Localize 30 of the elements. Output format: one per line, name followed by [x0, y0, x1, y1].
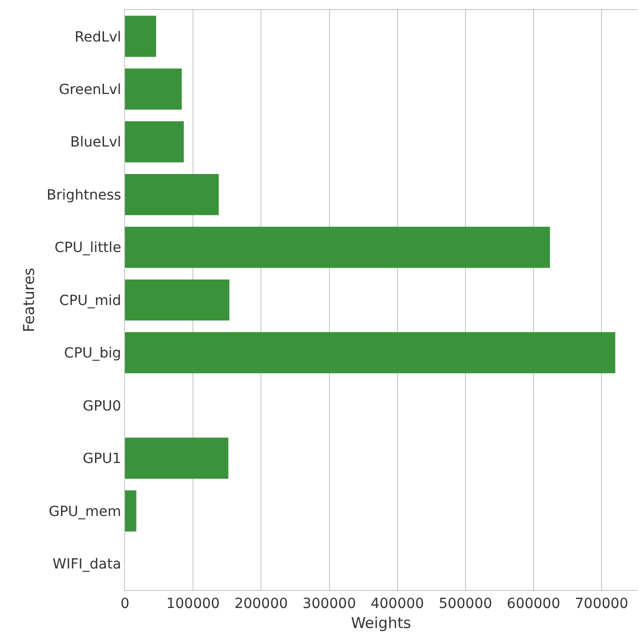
x-axis-title: Weights — [350, 614, 412, 632]
x-tick-label: 500000 — [438, 596, 492, 612]
bar — [125, 438, 228, 479]
bar — [125, 279, 230, 321]
bar — [125, 226, 550, 268]
x-tick-label: 300000 — [302, 596, 356, 612]
x-tick-label: 400000 — [370, 596, 424, 612]
y-tick-label: CPU_big — [64, 346, 122, 362]
y-tick-label: GPU1 — [82, 451, 122, 468]
bar — [125, 68, 182, 110]
bar — [125, 490, 136, 532]
y-tick-label: Brightness — [46, 187, 122, 204]
x-tick-label: 700000 — [574, 596, 628, 612]
y-tick-label: WIFI_data — [52, 556, 122, 573]
y-tick-label: RedLvl — [74, 29, 122, 46]
x-tick-label: 0 — [120, 596, 130, 612]
bar — [125, 16, 156, 57]
bar — [125, 332, 616, 374]
x-tick-label: 100000 — [166, 596, 220, 612]
y-axis-title: Features — [20, 268, 38, 332]
x-tick-label: 600000 — [506, 596, 560, 612]
x-tick-label: 200000 — [234, 596, 288, 612]
bar — [125, 174, 219, 216]
y-tick-label: CPU_mid — [59, 292, 122, 309]
bar — [125, 121, 184, 162]
y-tick-label: GPU0 — [82, 398, 122, 414]
y-tick-label: GreenLvl — [58, 82, 122, 98]
y-tick-label: CPU_little — [54, 240, 122, 256]
y-tick-label: BlueLvl — [70, 134, 122, 151]
y-tick-label: GPU_mem — [48, 504, 122, 520]
